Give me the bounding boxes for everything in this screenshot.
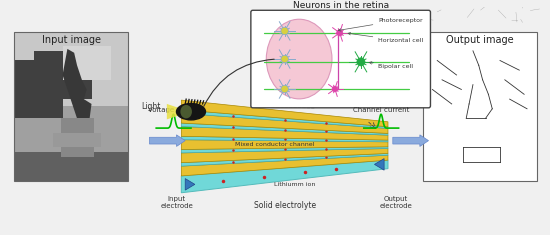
Ellipse shape: [357, 58, 365, 66]
Bar: [34, 51, 91, 99]
Ellipse shape: [281, 27, 288, 35]
Text: Output image: Output image: [446, 35, 514, 45]
Polygon shape: [182, 100, 388, 127]
Bar: [14, 31, 128, 181]
Polygon shape: [182, 140, 388, 149]
Polygon shape: [182, 123, 388, 135]
Polygon shape: [63, 49, 91, 118]
Bar: [14, 60, 63, 118]
Text: Channel current: Channel current: [353, 107, 409, 113]
Polygon shape: [182, 160, 388, 193]
Text: Input image: Input image: [42, 35, 101, 45]
Bar: [63, 46, 111, 80]
Polygon shape: [182, 155, 388, 176]
Polygon shape: [167, 104, 178, 119]
Polygon shape: [182, 149, 388, 163]
Bar: [60, 118, 95, 157]
Text: Solid electrolyte: Solid electrolyte: [254, 200, 316, 210]
Bar: [423, 31, 537, 181]
Bar: [53, 133, 101, 147]
Ellipse shape: [332, 86, 338, 92]
Text: Photoreceptor: Photoreceptor: [338, 18, 423, 31]
Text: Horizontal cell: Horizontal cell: [348, 32, 424, 43]
Ellipse shape: [266, 19, 332, 99]
FancyBboxPatch shape: [251, 10, 431, 108]
Ellipse shape: [337, 30, 343, 36]
Polygon shape: [182, 147, 388, 153]
Polygon shape: [182, 153, 388, 166]
Text: Bipolar cell: Bipolar cell: [369, 62, 413, 69]
Ellipse shape: [177, 103, 206, 120]
Polygon shape: [375, 159, 384, 170]
Text: Voltage pulses: Voltage pulses: [148, 107, 199, 113]
Bar: [14, 31, 128, 181]
Polygon shape: [182, 113, 388, 133]
Ellipse shape: [281, 85, 288, 93]
Polygon shape: [182, 136, 388, 142]
Text: Light: Light: [142, 102, 161, 111]
Bar: [423, 31, 537, 181]
Text: Input
electrode: Input electrode: [160, 196, 193, 209]
FancyArrow shape: [393, 135, 428, 146]
Polygon shape: [182, 126, 388, 140]
FancyArrow shape: [150, 135, 185, 146]
Ellipse shape: [281, 55, 288, 63]
Polygon shape: [185, 179, 195, 190]
Ellipse shape: [180, 105, 192, 118]
Bar: [14, 152, 128, 181]
Text: Output
electrode: Output electrode: [379, 196, 412, 209]
Text: Mixed conductor channel: Mixed conductor channel: [235, 142, 314, 147]
Text: Neurons in the retina: Neurons in the retina: [293, 1, 389, 10]
Polygon shape: [182, 110, 388, 129]
Bar: [14, 31, 128, 106]
Text: Lithiumm ion: Lithiumm ion: [273, 182, 315, 187]
